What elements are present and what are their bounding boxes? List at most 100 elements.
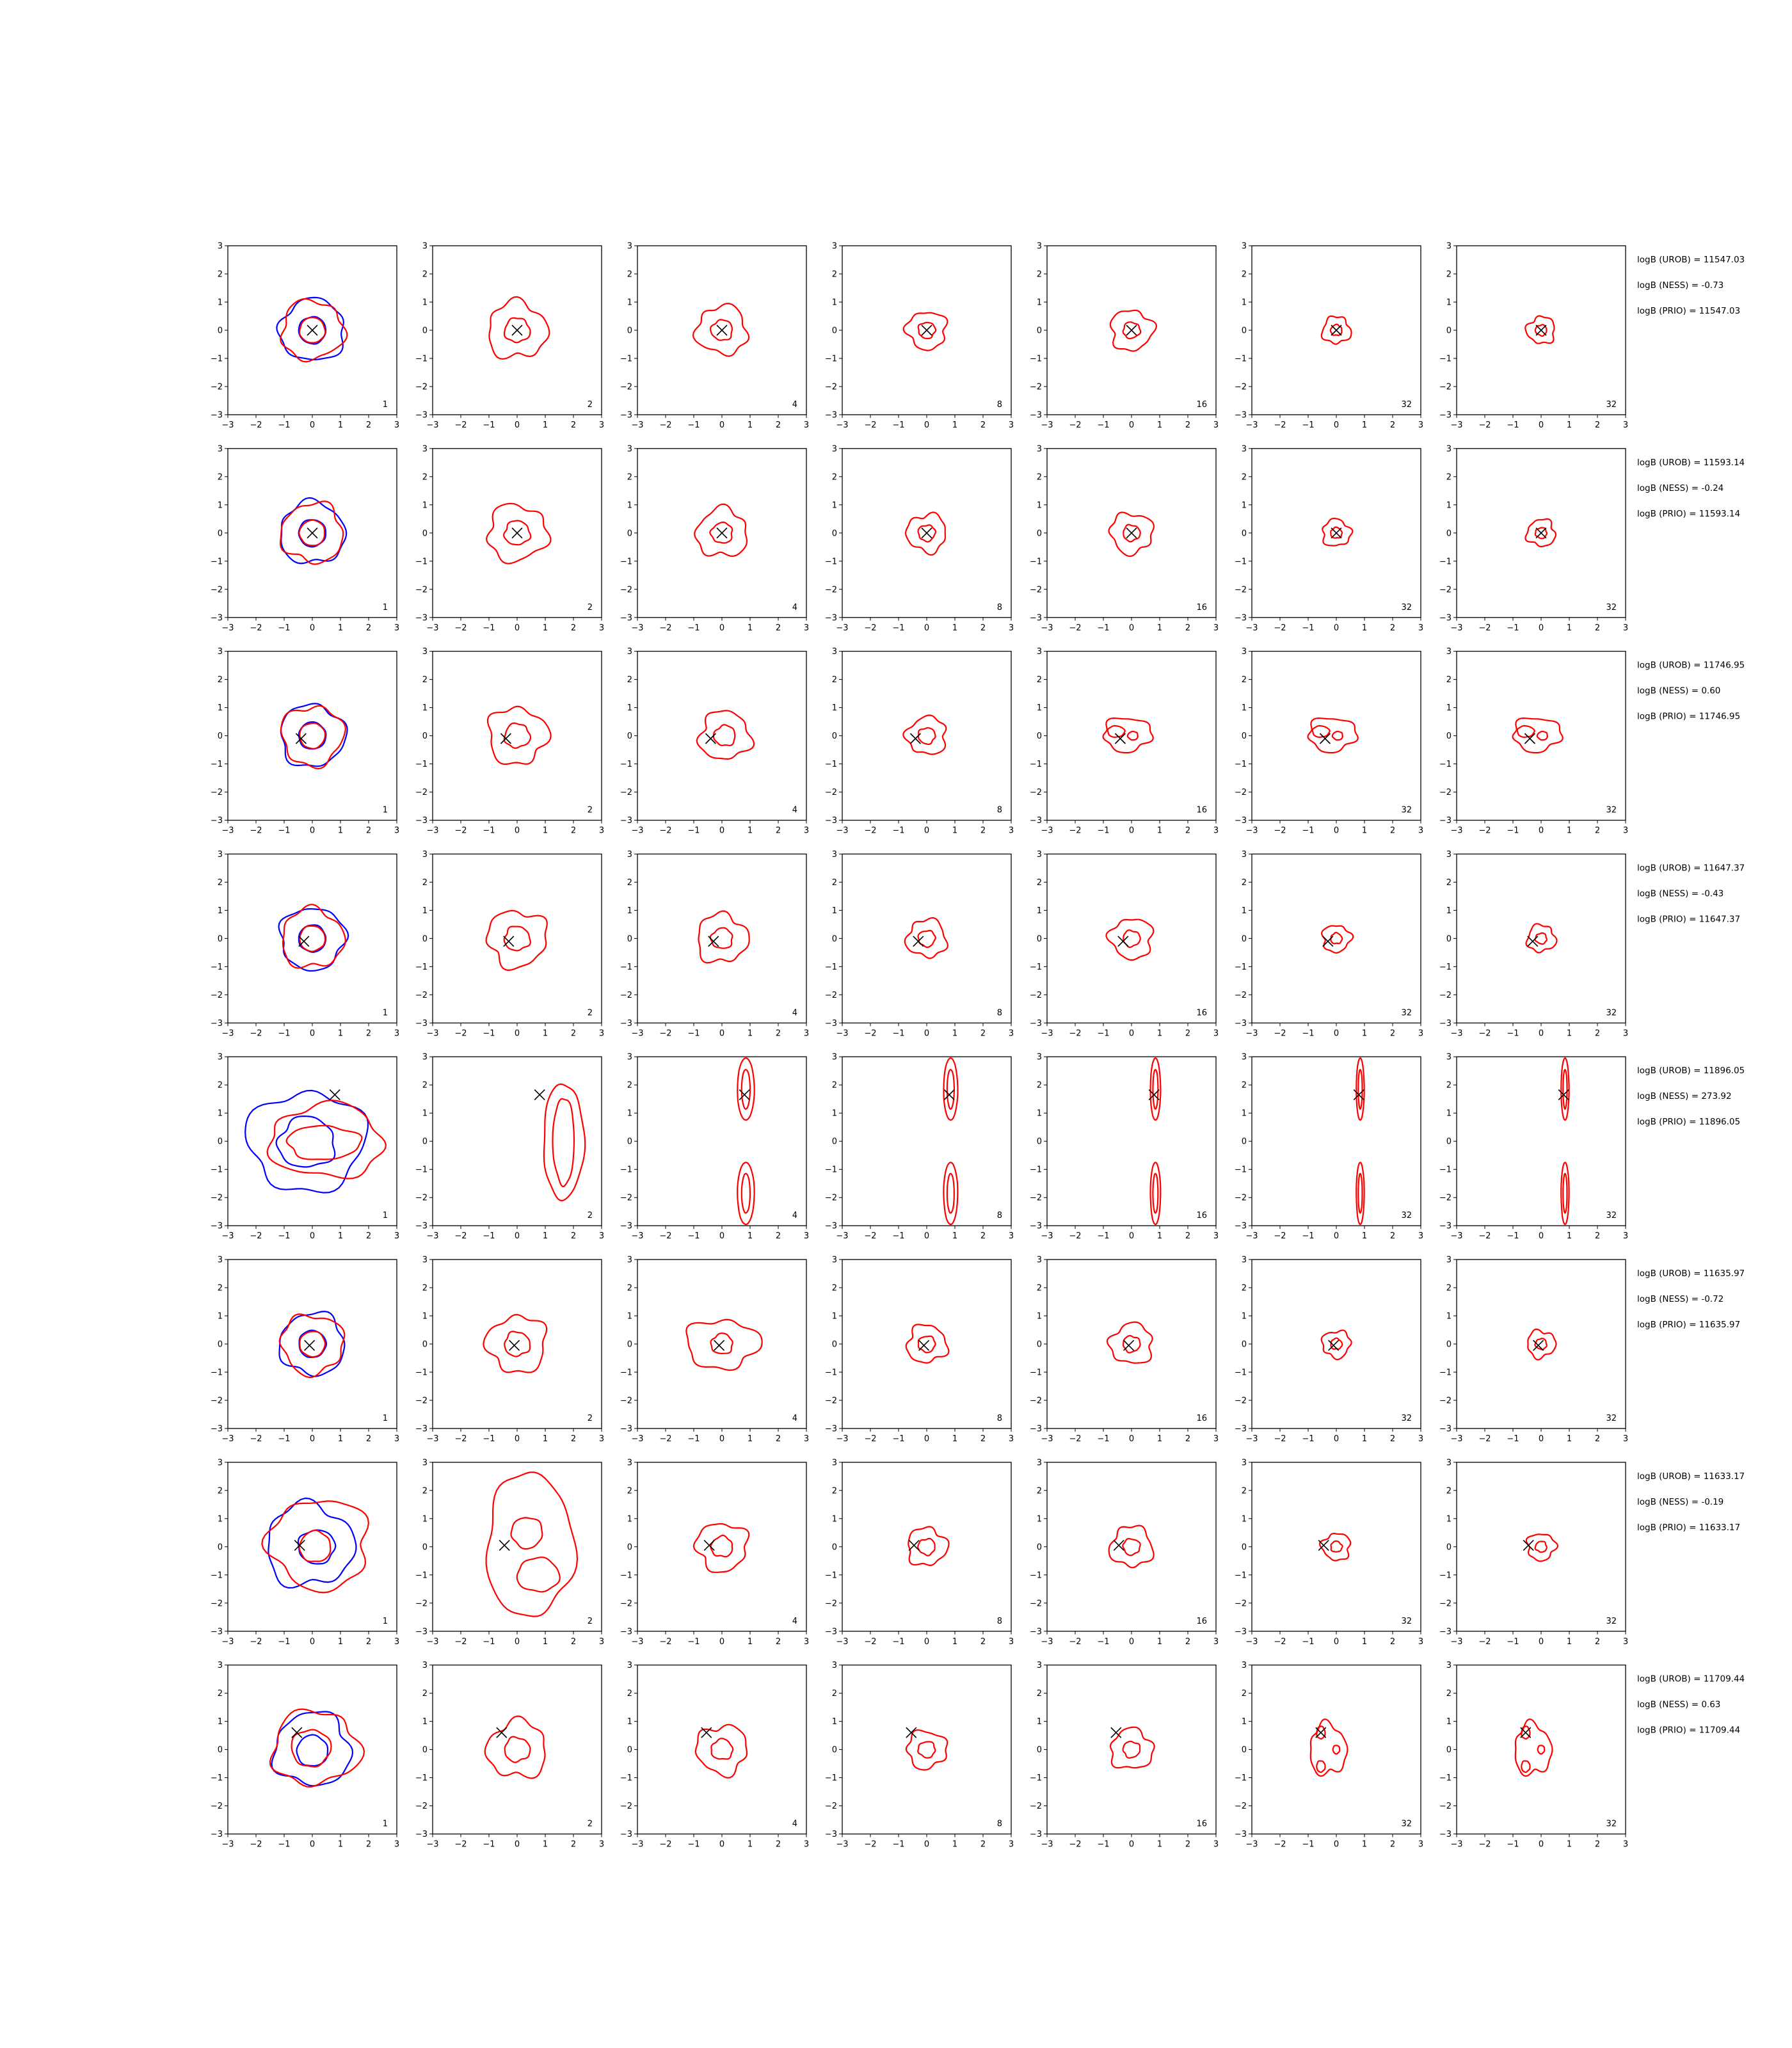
x-tick-label: −1 [1302,826,1314,836]
x-tick-label: −2 [250,826,262,836]
x-tick-label: 0 [515,826,520,836]
y-tick-label: 0 [832,1340,837,1350]
x-tick-label: −3 [1450,1840,1462,1850]
marker-x [921,324,932,336]
y-tick-label: 1 [627,1109,632,1119]
y-tick-label: −1 [1439,1773,1452,1783]
contour-line-1 [483,1314,548,1373]
panel-count-label: 8 [997,603,1002,612]
y-tick-label: −3 [825,1222,837,1231]
panel-count-label: 32 [1401,1008,1412,1018]
y-tick-label: 2 [1242,1081,1247,1091]
y-tick-label: −1 [825,1165,837,1175]
y-tick-label: 3 [832,1458,837,1468]
contour-line-1 [1109,1726,1155,1769]
x-tick-label: −2 [864,1231,876,1241]
y-tick-label: 1 [1242,1109,1247,1119]
x-tick-label: −3 [1245,1637,1258,1647]
x-tick-label: −3 [1245,1231,1258,1241]
panel-count-label: 8 [997,1211,1002,1220]
x-tick-label: 3 [1009,1840,1014,1850]
x-tick-label: −3 [1450,1028,1462,1038]
y-tick-label: −1 [825,355,837,364]
axes-frame [1046,650,1217,821]
x-tick-label: 3 [1009,1231,1014,1241]
y-tick-label: −2 [620,788,632,797]
x-tick-label: −1 [483,420,495,430]
x-tick-label: 0 [310,1028,315,1038]
contour-line-2 [1107,724,1126,738]
x-tick-label: −2 [1069,1231,1081,1241]
y-tick-label: 3 [422,647,428,657]
contour-line-2 [1534,324,1548,337]
y-tick-label: 2 [832,675,837,685]
y-tick-label: −1 [1439,760,1452,769]
x-tick-label: −2 [250,1637,262,1647]
x-tick-label: 2 [1390,1637,1395,1647]
y-tick-label: 3 [422,1458,428,1468]
y-tick-label: 1 [218,703,223,713]
y-tick-label: 3 [627,444,632,454]
y-tick-label: −2 [211,1599,223,1608]
y-tick-label: 2 [422,1081,428,1091]
y-tick-label: 0 [1037,1137,1042,1147]
x-tick-label: 2 [776,1231,781,1241]
stats-row-8: logB (UROB) = 11709.44 logB (NESS) = 0.63… [1637,1674,1745,1736]
x-tick-label: 1 [543,826,548,836]
x-tick-label: −1 [687,1028,700,1038]
x-tick-label: −2 [659,1434,671,1444]
y-tick-label: 1 [422,906,428,916]
contour-line-2 [917,1537,936,1556]
y-tick-label: 3 [1446,1053,1452,1062]
y-tick-label: 2 [218,472,223,482]
x-tick-label: −3 [836,420,848,430]
x-tick-label: 1 [748,1028,753,1038]
panel-r4-c5: −3 −2 −1 0 1 2 3 −3 −2 −1 0 1 2 3 16 [1030,850,1219,1039]
x-tick-label: 1 [1362,1840,1367,1850]
contour-line-3 [298,316,327,345]
panel-count-label: 8 [997,1008,1002,1018]
y-tick-label: −3 [415,613,428,623]
x-tick-label: −2 [1274,1637,1286,1647]
x-tick-label: −3 [631,1231,643,1241]
y-tick-label: 0 [832,934,837,944]
x-tick-label: 2 [776,1028,781,1038]
marker-x [703,1540,715,1551]
x-tick-label: 3 [1418,1840,1423,1850]
x-tick-label: −1 [1507,623,1519,633]
contour-line-2 [269,1708,365,1788]
y-tick-label: 3 [1242,1256,1247,1265]
y-tick-label: −3 [1439,1627,1452,1636]
y-tick-label: −3 [1235,411,1247,420]
x-tick-label: 1 [543,1637,548,1647]
x-tick-label: 2 [980,1840,986,1850]
y-tick-label: 0 [218,529,223,538]
x-tick-label: 0 [1539,623,1544,633]
y-tick-label: −3 [1439,1222,1452,1231]
contour-line-2 [1316,1725,1326,1740]
x-tick-label: 3 [394,1840,399,1850]
x-tick-label: −1 [483,1231,495,1241]
y-tick-label: −2 [825,383,837,392]
y-tick-label: 0 [1037,1542,1042,1552]
x-tick-label: −1 [892,1028,904,1038]
panel-count-label: 32 [1606,1617,1617,1626]
y-tick-label: −3 [1030,1425,1042,1434]
y-tick-label: −3 [1030,1222,1042,1231]
contour-line-1 [1106,1321,1153,1364]
y-tick-label: 1 [1446,298,1452,308]
y-tick-label: 3 [1242,1458,1247,1468]
y-tick-label: 0 [218,326,223,336]
x-tick-label: 0 [1539,1434,1544,1444]
contour-line-2 [1330,526,1343,539]
x-tick-label: −1 [1507,420,1519,430]
y-tick-label: −3 [825,1425,837,1434]
marker-x [943,1089,955,1101]
marker-x [1126,324,1137,336]
x-tick-label: −3 [426,1637,438,1647]
x-tick-label: 0 [310,1840,315,1850]
x-tick-label: 2 [571,1840,576,1850]
contour-line-1 [696,710,755,760]
